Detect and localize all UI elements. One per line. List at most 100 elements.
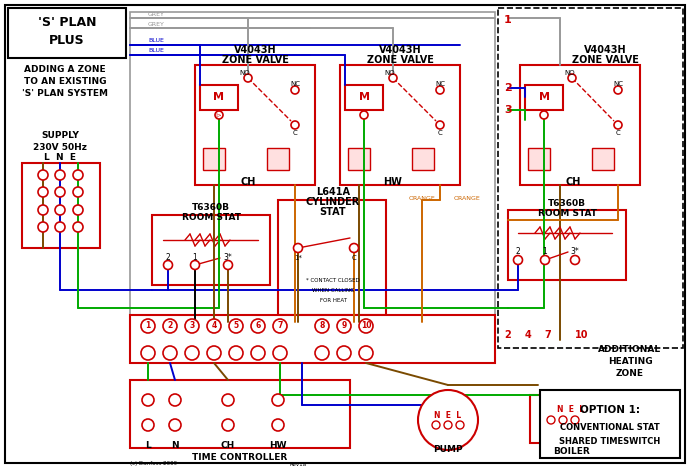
Text: L: L [145,440,151,449]
Text: C: C [352,255,356,261]
Text: 2: 2 [166,253,170,262]
Text: GREY: GREY [148,12,165,16]
Text: NC: NC [435,81,445,87]
Circle shape [185,346,199,360]
Circle shape [540,256,549,264]
Text: 2: 2 [504,83,512,93]
Bar [130,12,495,322]
Text: HW: HW [269,440,287,449]
Text: 2: 2 [168,322,172,330]
Circle shape [571,416,579,424]
Circle shape [244,74,252,82]
Text: PLUS: PLUS [49,34,85,46]
Circle shape [418,390,478,450]
Text: ZONE VALVE: ZONE VALVE [571,55,638,65]
Circle shape [141,346,155,360]
Circle shape [360,111,368,119]
Text: NC: NC [290,81,300,87]
Text: ADDING A ZONE: ADDING A ZONE [24,66,106,74]
Text: 3: 3 [504,105,512,115]
Bar [508,210,626,280]
Text: 4: 4 [211,322,217,330]
Circle shape [224,261,233,270]
Text: M: M [213,92,224,102]
Circle shape [164,261,172,270]
Circle shape [222,394,234,406]
Text: M: M [538,92,549,102]
Text: WHEN CALLING: WHEN CALLING [312,287,354,292]
Circle shape [229,319,243,333]
Text: 3*: 3* [571,248,580,256]
Circle shape [73,187,83,197]
Circle shape [547,416,555,424]
Text: 230V 50Hz: 230V 50Hz [33,142,87,152]
Bar [195,65,315,185]
Text: 1: 1 [193,253,197,262]
Circle shape [163,319,177,333]
Circle shape [73,205,83,215]
Text: C: C [437,130,442,136]
Text: GREY: GREY [148,22,165,27]
Bar [22,163,100,248]
Circle shape [38,170,48,180]
Bar [130,380,350,448]
Text: SUPPLY: SUPPLY [41,131,79,139]
Text: 4: 4 [524,330,531,340]
Circle shape [73,170,83,180]
Circle shape [359,346,373,360]
Text: L641A: L641A [316,187,350,197]
Text: OPTION 1:: OPTION 1: [580,405,640,415]
Bar [528,148,550,170]
Circle shape [389,74,397,82]
Text: V4043H: V4043H [379,45,422,55]
Circle shape [190,261,199,270]
Text: 6: 6 [255,322,261,330]
Circle shape [359,319,373,333]
Text: BLUE: BLUE [148,38,164,44]
Bar [267,148,289,170]
Text: 7: 7 [277,322,283,330]
Text: N  E  L: N E L [558,405,584,415]
Circle shape [559,416,567,424]
Circle shape [568,74,576,82]
Text: NO: NO [564,70,575,76]
Text: V4043H: V4043H [234,45,276,55]
Bar [520,65,640,185]
Circle shape [614,86,622,94]
Circle shape [432,421,440,429]
Text: BLUE: BLUE [148,49,164,53]
Bar [540,390,680,458]
Text: L  N  E: L N E [44,154,76,162]
Text: C: C [293,130,297,136]
Text: NO: NO [385,70,395,76]
Bar [412,148,434,170]
Text: HEATING: HEATING [608,358,652,366]
Circle shape [55,205,65,215]
Text: 2: 2 [515,248,520,256]
Circle shape [293,243,302,253]
Text: PUMP: PUMP [433,446,463,454]
Circle shape [38,222,48,232]
Text: N: N [171,440,179,449]
Bar [525,85,563,110]
Circle shape [142,419,154,431]
Circle shape [291,86,299,94]
Circle shape [38,205,48,215]
Text: NC: NC [613,81,623,87]
Bar [152,215,270,285]
Text: 3*: 3* [224,253,233,262]
Circle shape [614,121,622,129]
Bar [498,8,683,348]
Circle shape [207,319,221,333]
Circle shape [337,346,351,360]
Circle shape [315,346,329,360]
Text: (c) Danfoss 2009: (c) Danfoss 2009 [130,461,177,467]
Bar [203,148,225,170]
Text: 2: 2 [504,330,511,340]
Text: |>: |> [216,112,222,118]
Text: ADDITIONAL: ADDITIONAL [598,345,662,354]
Text: BOILER: BOILER [553,447,589,456]
Circle shape [540,111,548,119]
Text: 7: 7 [544,330,551,340]
Text: 1: 1 [542,248,547,256]
